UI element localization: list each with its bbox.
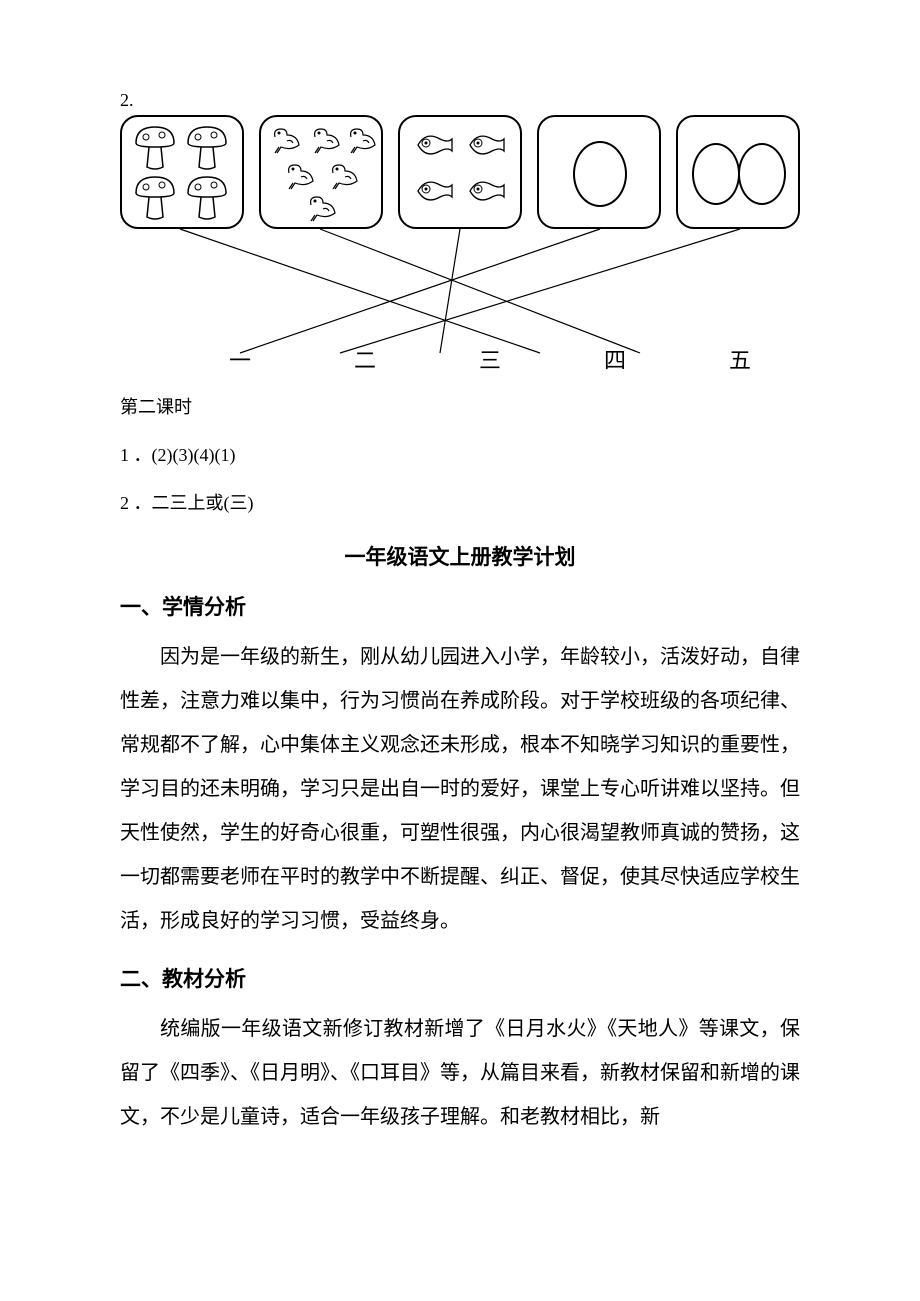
number-row: 一 二 三 四 五: [120, 343, 800, 375]
num-3: 三: [470, 343, 510, 375]
bird-icon: [309, 123, 345, 157]
num-5: 五: [720, 343, 760, 375]
mushroom-icon: [132, 173, 178, 221]
num-2: 二: [345, 343, 385, 375]
fish-icon: [412, 171, 456, 211]
matching-exercise: 一 二 三 四 五: [120, 115, 800, 375]
bird-icon: [283, 159, 319, 193]
bird-icon: [305, 191, 341, 225]
bird-icon: [327, 159, 363, 193]
mushroom-icon: [184, 123, 230, 171]
mushroom-icon: [132, 123, 178, 171]
bird-icon: [269, 123, 305, 157]
section-2-body: 统编版一年级语文新修订教材新增了《日月水火》《天地人》等课文，保留了《四季》、《…: [120, 1007, 800, 1139]
egg-icon: [573, 141, 627, 207]
section-2-heading: 二、教材分析: [120, 963, 800, 993]
egg-icon: [692, 143, 740, 205]
box-fish: [398, 115, 522, 229]
bird-icon: [345, 123, 381, 157]
egg-icon: [738, 143, 786, 205]
question-2-label: 2.: [120, 90, 800, 111]
fish-icon: [412, 125, 456, 165]
num-1: 一: [220, 343, 260, 375]
section-1-body: 因为是一年级的新生，刚从幼儿园进入小学，年龄较小，活泼好动，自律性差，注意力难以…: [120, 635, 800, 943]
num-4: 四: [595, 343, 635, 375]
plan-title: 一年级语文上册教学计划: [120, 541, 800, 571]
box-mushrooms: [120, 115, 244, 229]
mushroom-icon: [184, 173, 230, 221]
lesson-2-label: 第二课时: [120, 393, 800, 419]
fish-icon: [464, 171, 508, 211]
box-one-egg: [537, 115, 661, 229]
picture-boxes-row: [120, 115, 800, 229]
section-1-heading: 一、学情分析: [120, 591, 800, 621]
answer-2: 2 ．二三上或(三): [120, 489, 800, 515]
answer-1: 1 ．(2)(3)(4)(1): [120, 441, 800, 467]
fish-icon: [464, 125, 508, 165]
box-birds: [259, 115, 383, 229]
box-two-eggs: [676, 115, 800, 229]
